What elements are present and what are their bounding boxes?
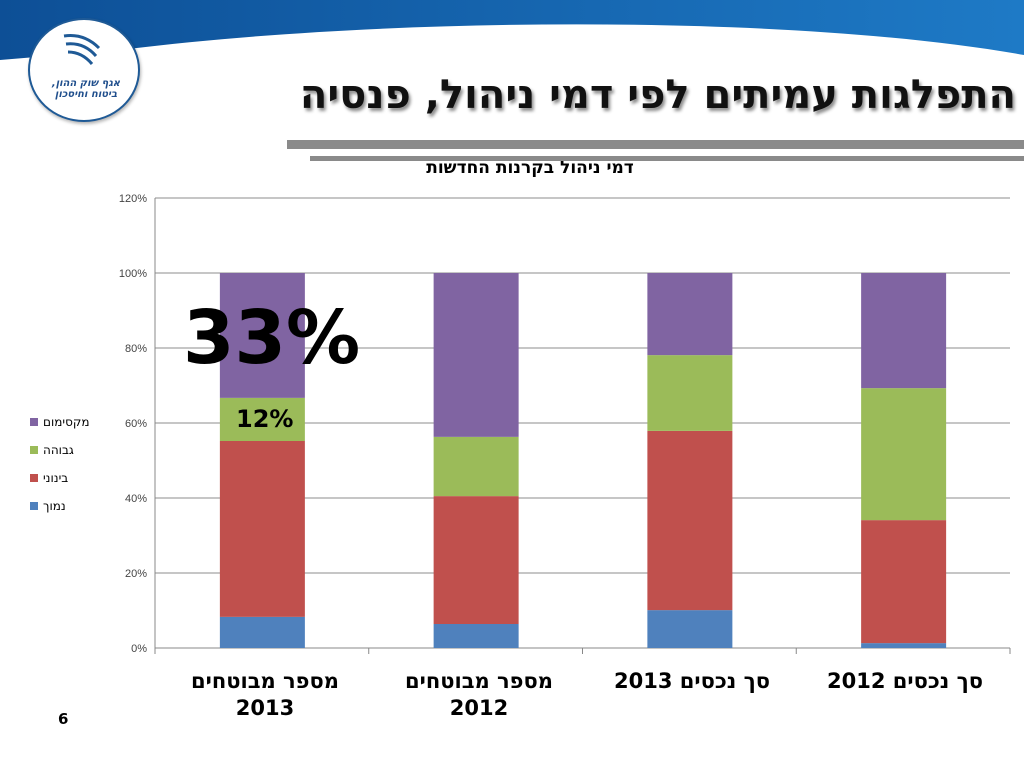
y-tick-label: 80% bbox=[125, 343, 147, 355]
bar-segment bbox=[861, 643, 947, 648]
bar-segment bbox=[433, 273, 519, 437]
logo-swoosh-icon bbox=[63, 34, 101, 65]
bar-segment bbox=[861, 388, 947, 521]
x-tick-label: סך נכסים 2013 bbox=[614, 669, 770, 693]
bar-segment bbox=[219, 273, 305, 398]
page-number: 6 bbox=[58, 710, 69, 728]
y-tick-label: 60% bbox=[125, 418, 147, 430]
legend-label: נמוך bbox=[43, 499, 66, 513]
page-title: התפלגות עמיתים לפי דמי ניהול, פנסיה bbox=[299, 72, 1016, 118]
legend-item: מקסימום bbox=[30, 408, 110, 436]
legend-label: מקסימום bbox=[43, 415, 90, 429]
x-tick-label: סך נכסים 2012 bbox=[827, 669, 983, 693]
bar-segment bbox=[433, 436, 519, 497]
bar-segment bbox=[433, 496, 519, 624]
bar-segment bbox=[433, 624, 519, 648]
bar-segment bbox=[219, 397, 305, 441]
legend-item: נמוך bbox=[30, 492, 110, 520]
legend-swatch bbox=[30, 446, 38, 454]
bar-segment bbox=[219, 616, 305, 648]
x-tick-label: מספר מבוטחים 2013 bbox=[191, 669, 339, 720]
highlight-annotation: 12% bbox=[236, 405, 294, 433]
logo: אגף שוק ההון, ביטוח וחיסכון bbox=[28, 18, 140, 122]
legend: מקסימום גבוהה בינוני נמוך bbox=[30, 408, 110, 520]
bar-segment bbox=[647, 610, 733, 648]
legend-item: בינוני bbox=[30, 464, 110, 492]
y-tick-label: 120% bbox=[119, 193, 147, 205]
legend-swatch bbox=[30, 502, 38, 510]
y-tick-label: 20% bbox=[125, 568, 147, 580]
bar-segment bbox=[861, 273, 947, 389]
bar-segment bbox=[861, 520, 947, 644]
legend-swatch bbox=[30, 474, 38, 482]
legend-label: בינוני bbox=[43, 471, 69, 485]
legend-item: גבוהה bbox=[30, 436, 110, 464]
y-tick-label: 0% bbox=[131, 643, 147, 655]
bar-segment bbox=[647, 355, 733, 431]
bar-segment bbox=[219, 441, 305, 617]
header-banner bbox=[0, 0, 1024, 60]
y-tick-label: 100% bbox=[119, 268, 147, 280]
bar-segment bbox=[647, 430, 733, 611]
chart-title: דמי ניהול בקרנות החדשות bbox=[426, 158, 634, 178]
x-tick-label: מספר מבוטחים 2012 bbox=[405, 669, 553, 720]
divider bbox=[310, 156, 1024, 161]
highlight-annotation: 33% bbox=[183, 295, 361, 381]
legend-swatch bbox=[30, 418, 38, 426]
legend-label: גבוהה bbox=[43, 443, 74, 457]
divider bbox=[287, 140, 1024, 149]
bar-segment bbox=[647, 273, 733, 356]
logo-text: אגף שוק ההון, ביטוח וחיסכון bbox=[51, 78, 121, 100]
y-tick-label: 40% bbox=[125, 493, 147, 505]
